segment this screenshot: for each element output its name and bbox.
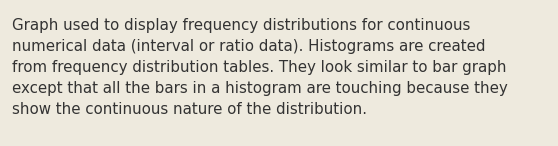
Text: Graph used to display frequency distributions for continuous
numerical data (int: Graph used to display frequency distribu… — [12, 18, 508, 118]
